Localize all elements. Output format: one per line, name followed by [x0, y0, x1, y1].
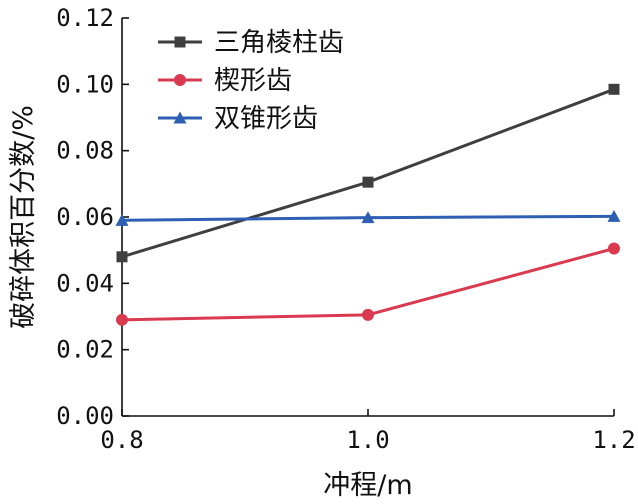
series-2: [116, 242, 620, 326]
data-point: [362, 308, 374, 321]
data-point: [115, 213, 129, 226]
legend-item: 双锥形齿: [158, 104, 318, 134]
x-tick-label: 0.8: [100, 426, 143, 454]
data-point: [361, 211, 375, 224]
y-tick-label: 0.10: [56, 70, 114, 98]
y-tick-label: 0.12: [56, 4, 114, 32]
legend-item: 楔形齿: [158, 66, 292, 96]
legend-item: 三角棱柱齿: [158, 28, 344, 58]
data-point: [608, 83, 620, 95]
series-layer: [115, 83, 621, 326]
series-3: [115, 209, 621, 226]
legend-label: 三角棱柱齿: [214, 28, 344, 58]
y-axis-title: 破碎体积百分数/%: [8, 105, 39, 329]
axis-titles: 冲程/m 破碎体积百分数/%: [8, 105, 413, 501]
x-axis-title: 冲程/m: [323, 470, 412, 501]
y-tick-label: 0.08: [56, 137, 114, 165]
y-tick-label: 0.02: [56, 336, 114, 364]
y-tick-label: 0.00: [56, 402, 114, 430]
legend-label: 楔形齿: [214, 66, 292, 96]
data-point: [607, 209, 621, 222]
data-point: [116, 251, 128, 263]
series-1: [116, 83, 620, 263]
legend-marker: [173, 111, 187, 124]
data-point: [362, 176, 374, 188]
x-tick-label: 1.2: [592, 426, 635, 454]
legend-marker: [174, 74, 186, 86]
axes-layer: 0.00 0.02 0.04 0.06 0.08 0.10 0.12 0.8 1.0 1.2: [56, 4, 635, 454]
series-line: [121, 87, 615, 259]
legend-label: 双锥形齿: [214, 104, 318, 134]
y-tick-label: 0.04: [56, 269, 114, 297]
data-point: [116, 313, 128, 326]
y-tick-label: 0.06: [56, 203, 114, 231]
legend-marker: [174, 36, 186, 48]
x-tick-label: 1.0: [346, 426, 389, 454]
data-point: [608, 242, 620, 255]
